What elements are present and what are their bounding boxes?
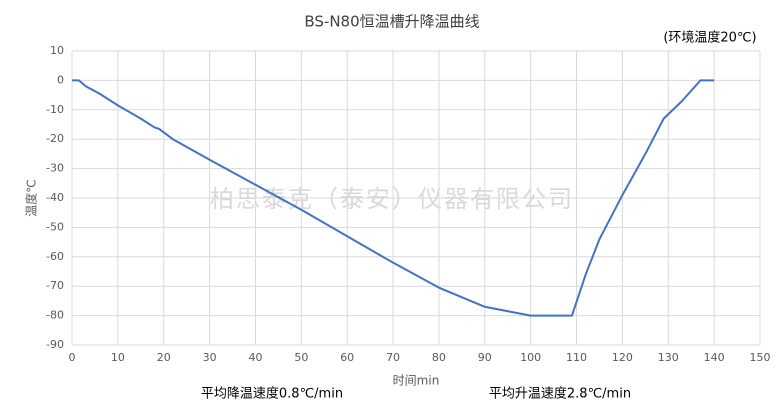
- y-tick-label: -80: [46, 309, 64, 322]
- annotation: (环境温度20℃): [663, 30, 756, 46]
- x-tick-label: 0: [69, 351, 76, 364]
- y-tick-label: -40: [46, 191, 64, 204]
- y-tick-label: -30: [46, 162, 64, 175]
- x-tick-label: 30: [203, 351, 217, 364]
- x-tick-label: 60: [340, 351, 354, 364]
- x-tick-label: 110: [566, 351, 587, 364]
- y-tick-label: -90: [46, 338, 64, 351]
- y-tick-label: -10: [46, 103, 64, 116]
- chart-title: BS-N80恒温槽升降温曲线: [304, 13, 479, 31]
- x-tick-label: 100: [520, 351, 541, 364]
- x-tick-label: 70: [386, 351, 400, 364]
- y-tick-label: -20: [46, 132, 64, 145]
- y-axis-label: 温度℃: [24, 179, 39, 216]
- x-axis-label: 时间min: [393, 374, 440, 388]
- annotation: 平均升温速度2.8℃/min: [489, 386, 631, 402]
- x-tick-label: 50: [294, 351, 308, 364]
- x-tick-label: 90: [478, 351, 492, 364]
- x-tick-label: 10: [111, 351, 125, 364]
- y-tick-label: 10: [50, 44, 64, 57]
- x-tick-label: 80: [432, 351, 446, 364]
- x-tick-label: 140: [704, 351, 725, 364]
- x-tick-label: 130: [658, 351, 679, 364]
- x-tick-label: 150: [750, 351, 771, 364]
- y-tick-label: -50: [46, 220, 64, 233]
- y-tick-label: -70: [46, 279, 64, 292]
- annotation: 平均降温速度0.8℃/min: [201, 386, 343, 402]
- x-tick-label: 20: [157, 351, 171, 364]
- x-tick-label: 120: [612, 351, 633, 364]
- watermark: 柏思泰克（泰安）仪器有限公司: [210, 185, 574, 213]
- y-tick-label: -60: [46, 250, 64, 263]
- x-tick-label: 40: [248, 351, 262, 364]
- y-tick-label: 0: [57, 73, 64, 86]
- data-line: [72, 79, 715, 317]
